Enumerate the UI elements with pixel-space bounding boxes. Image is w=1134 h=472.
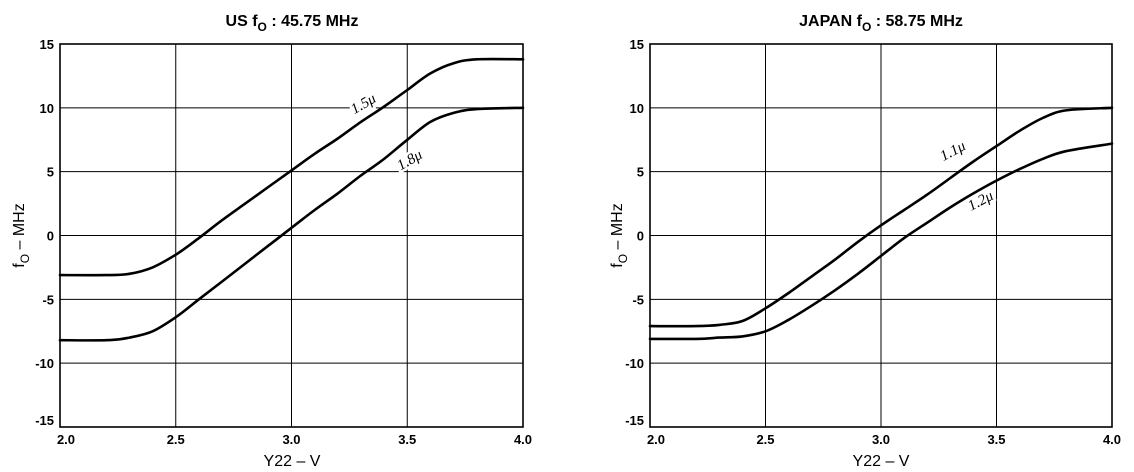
plot-frame [649, 43, 1113, 428]
series-label-1: 1.2μ [965, 188, 996, 215]
y-tick-label: -15 [35, 413, 54, 428]
y-tick-label: 5 [47, 165, 54, 180]
y-axis-label-subscript: O [616, 254, 630, 263]
y-axis-label-subscript: O [18, 254, 32, 263]
chart-title: JAPAN fO : 58.75 MHz [799, 13, 963, 34]
x-tick-label: 4.0 [514, 432, 532, 447]
chart-title-subscript: O [258, 20, 267, 34]
y-tick-label: -5 [42, 292, 54, 307]
x-tick-label: 3.5 [987, 432, 1005, 447]
y-tick-label: 15 [40, 37, 54, 52]
chart-title-rest: : 45.75 MHz [267, 13, 359, 30]
y-tick-label: -15 [625, 413, 644, 428]
x-tick-label: 4.0 [1103, 432, 1121, 447]
chart-title-rest: : 58.75 MHz [871, 13, 963, 30]
y-tick-label: -5 [632, 292, 644, 307]
plot-frame [59, 43, 524, 428]
y-axis-label-main: f [11, 263, 28, 268]
x-tick-label: 2.0 [647, 432, 665, 447]
y-axis-label-rest: – MHz [11, 203, 28, 254]
chart-title-subscript: O [862, 20, 871, 34]
y-axis-label-rest: – MHz [609, 203, 626, 254]
series-line-0 [648, 106, 1114, 328]
series-label-0: 1.1μ [938, 138, 969, 165]
series-label-1: 1.8μ [394, 147, 425, 174]
series-line-1 [58, 106, 525, 342]
x-tick-label: 2.0 [57, 432, 75, 447]
y-tick-label: 15 [630, 37, 644, 52]
chart-title-main: US f [226, 13, 259, 30]
x-axis-label: Y22 – V [853, 453, 910, 470]
x-tick-label: 2.5 [756, 432, 774, 447]
y-tick-label: 5 [637, 165, 644, 180]
y-tick-label: 0 [47, 229, 54, 244]
y-tick-label: 10 [630, 101, 644, 116]
y-tick-label: -10 [35, 356, 54, 371]
x-axis-label: Y22 – V [264, 453, 321, 470]
x-tick-label: 3.0 [282, 432, 300, 447]
x-tick-label: 2.5 [167, 432, 185, 447]
y-tick-label: -10 [625, 356, 644, 371]
y-tick-label: 10 [40, 101, 54, 116]
chart-title-main: JAPAN f [799, 13, 862, 30]
y-axis-label: fO – MHz [11, 203, 32, 267]
y-axis-label: fO – MHz [609, 203, 630, 267]
y-tick-label: 0 [637, 229, 644, 244]
x-tick-label: 3.0 [872, 432, 890, 447]
x-tick-label: 3.5 [398, 432, 416, 447]
series-line-1 [648, 142, 1114, 341]
chart-title: US fO : 45.75 MHz [226, 13, 359, 34]
series-line-0 [58, 57, 525, 277]
y-axis-label-main: f [609, 263, 626, 268]
